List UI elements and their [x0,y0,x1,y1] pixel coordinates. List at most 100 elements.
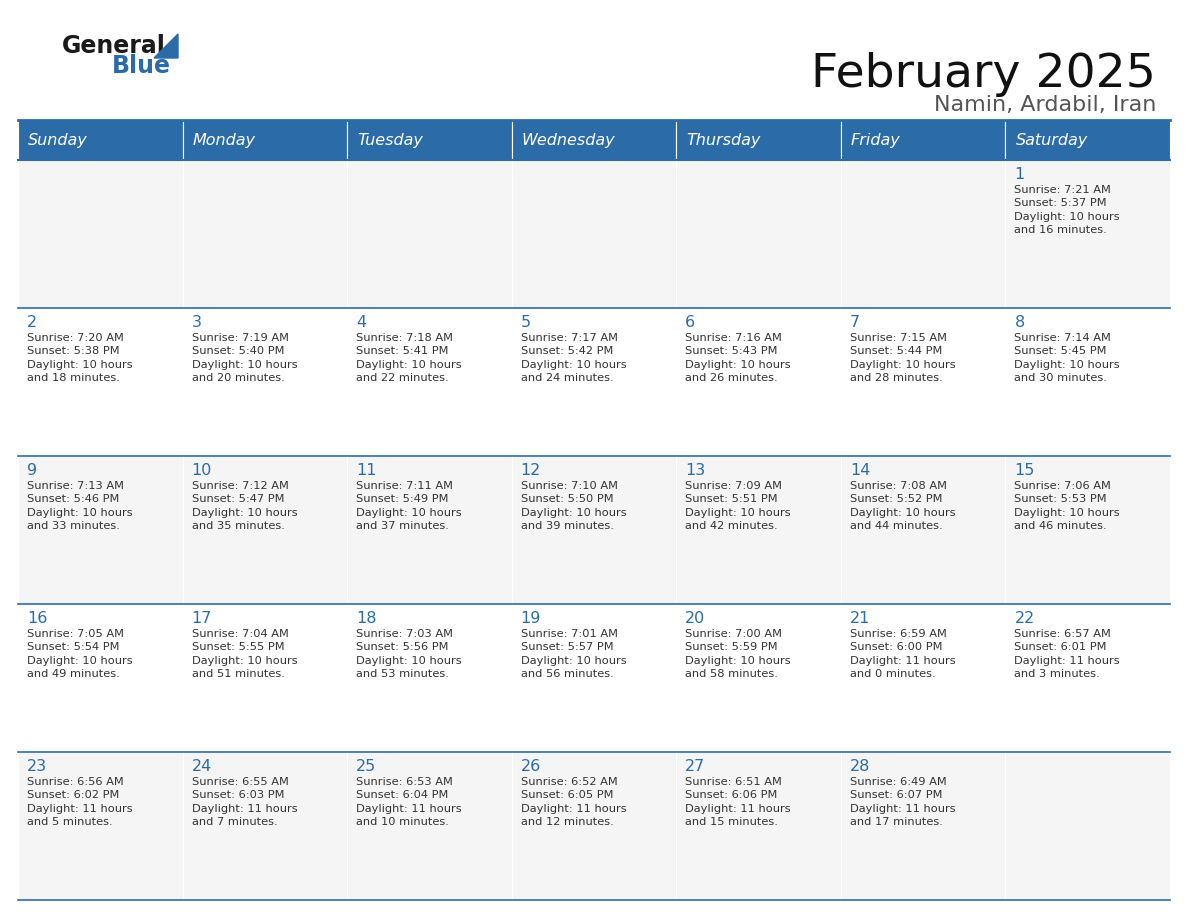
Bar [183,308,347,456]
Text: Wednesday: Wednesday [522,132,615,148]
Bar [676,308,841,456]
Text: 21: 21 [849,611,871,626]
Text: 7: 7 [849,315,860,330]
Text: 19: 19 [520,611,541,626]
Bar [512,160,676,308]
Text: 1: 1 [1015,167,1025,182]
Text: 15: 15 [1015,463,1035,478]
Text: Sunrise: 6:49 AM
Sunset: 6:07 PM
Daylight: 11 hours
and 17 minutes.: Sunrise: 6:49 AM Sunset: 6:07 PM Dayligh… [849,777,955,827]
Bar [1005,604,1170,752]
Text: 4: 4 [356,315,366,330]
Text: Blue: Blue [112,54,171,78]
Text: Tuesday: Tuesday [358,132,423,148]
Text: Sunrise: 6:55 AM
Sunset: 6:03 PM
Daylight: 11 hours
and 7 minutes.: Sunrise: 6:55 AM Sunset: 6:03 PM Dayligh… [191,777,297,827]
Text: 18: 18 [356,611,377,626]
Text: Saturday: Saturday [1016,132,1088,148]
Text: Sunrise: 7:04 AM
Sunset: 5:55 PM
Daylight: 10 hours
and 51 minutes.: Sunrise: 7:04 AM Sunset: 5:55 PM Dayligh… [191,629,297,679]
Bar [512,308,676,456]
Bar [18,752,183,900]
Bar [18,604,183,752]
Text: Monday: Monday [192,132,255,148]
Text: Friday: Friday [851,132,901,148]
Bar [18,456,183,604]
Text: 14: 14 [849,463,871,478]
Text: 25: 25 [356,759,377,774]
Bar [347,456,512,604]
Text: Sunrise: 7:03 AM
Sunset: 5:56 PM
Daylight: 10 hours
and 53 minutes.: Sunrise: 7:03 AM Sunset: 5:56 PM Dayligh… [356,629,462,679]
Text: Sunrise: 6:57 AM
Sunset: 6:01 PM
Daylight: 11 hours
and 3 minutes.: Sunrise: 6:57 AM Sunset: 6:01 PM Dayligh… [1015,629,1120,679]
Text: 2: 2 [27,315,37,330]
Bar [841,752,1005,900]
Text: 24: 24 [191,759,211,774]
Bar [841,120,1005,160]
Text: Sunrise: 6:56 AM
Sunset: 6:02 PM
Daylight: 11 hours
and 5 minutes.: Sunrise: 6:56 AM Sunset: 6:02 PM Dayligh… [27,777,133,827]
Bar [512,120,676,160]
Text: 17: 17 [191,611,211,626]
Bar [841,160,1005,308]
Text: Sunrise: 7:21 AM
Sunset: 5:37 PM
Daylight: 10 hours
and 16 minutes.: Sunrise: 7:21 AM Sunset: 5:37 PM Dayligh… [1015,185,1120,235]
Bar [1005,120,1170,160]
Polygon shape [154,34,178,58]
Text: Sunrise: 6:51 AM
Sunset: 6:06 PM
Daylight: 11 hours
and 15 minutes.: Sunrise: 6:51 AM Sunset: 6:06 PM Dayligh… [685,777,791,827]
Text: February 2025: February 2025 [811,52,1156,97]
Text: Sunrise: 7:11 AM
Sunset: 5:49 PM
Daylight: 10 hours
and 37 minutes.: Sunrise: 7:11 AM Sunset: 5:49 PM Dayligh… [356,481,462,532]
Bar [1005,752,1170,900]
Text: Sunrise: 7:17 AM
Sunset: 5:42 PM
Daylight: 10 hours
and 24 minutes.: Sunrise: 7:17 AM Sunset: 5:42 PM Dayligh… [520,333,626,383]
Text: 20: 20 [685,611,706,626]
Text: Sunrise: 7:20 AM
Sunset: 5:38 PM
Daylight: 10 hours
and 18 minutes.: Sunrise: 7:20 AM Sunset: 5:38 PM Dayligh… [27,333,133,383]
Text: General: General [62,34,166,58]
Text: 12: 12 [520,463,541,478]
Text: Sunrise: 7:08 AM
Sunset: 5:52 PM
Daylight: 10 hours
and 44 minutes.: Sunrise: 7:08 AM Sunset: 5:52 PM Dayligh… [849,481,955,532]
Bar [347,160,512,308]
Bar [841,456,1005,604]
Bar [512,456,676,604]
Text: 10: 10 [191,463,211,478]
Text: Sunrise: 7:14 AM
Sunset: 5:45 PM
Daylight: 10 hours
and 30 minutes.: Sunrise: 7:14 AM Sunset: 5:45 PM Dayligh… [1015,333,1120,383]
Text: Sunrise: 7:16 AM
Sunset: 5:43 PM
Daylight: 10 hours
and 26 minutes.: Sunrise: 7:16 AM Sunset: 5:43 PM Dayligh… [685,333,791,383]
Text: Sunrise: 6:53 AM
Sunset: 6:04 PM
Daylight: 11 hours
and 10 minutes.: Sunrise: 6:53 AM Sunset: 6:04 PM Dayligh… [356,777,462,827]
Bar [676,160,841,308]
Text: Sunrise: 7:18 AM
Sunset: 5:41 PM
Daylight: 10 hours
and 22 minutes.: Sunrise: 7:18 AM Sunset: 5:41 PM Dayligh… [356,333,462,383]
Text: Sunrise: 7:10 AM
Sunset: 5:50 PM
Daylight: 10 hours
and 39 minutes.: Sunrise: 7:10 AM Sunset: 5:50 PM Dayligh… [520,481,626,532]
Text: Sunrise: 7:12 AM
Sunset: 5:47 PM
Daylight: 10 hours
and 35 minutes.: Sunrise: 7:12 AM Sunset: 5:47 PM Dayligh… [191,481,297,532]
Bar [676,120,841,160]
Text: 9: 9 [27,463,37,478]
Text: 11: 11 [356,463,377,478]
Text: Sunrise: 7:05 AM
Sunset: 5:54 PM
Daylight: 10 hours
and 49 minutes.: Sunrise: 7:05 AM Sunset: 5:54 PM Dayligh… [27,629,133,679]
Text: 23: 23 [27,759,48,774]
Bar [18,120,183,160]
Text: Namin, Ardabil, Iran: Namin, Ardabil, Iran [934,95,1156,115]
Bar [18,160,183,308]
Bar [347,604,512,752]
Bar [183,120,347,160]
Text: 3: 3 [191,315,202,330]
Bar [183,160,347,308]
Text: 28: 28 [849,759,871,774]
Text: Sunrise: 7:13 AM
Sunset: 5:46 PM
Daylight: 10 hours
and 33 minutes.: Sunrise: 7:13 AM Sunset: 5:46 PM Dayligh… [27,481,133,532]
Bar [841,308,1005,456]
Text: Sunrise: 7:01 AM
Sunset: 5:57 PM
Daylight: 10 hours
and 56 minutes.: Sunrise: 7:01 AM Sunset: 5:57 PM Dayligh… [520,629,626,679]
Text: Sunday: Sunday [29,132,88,148]
Bar [1005,308,1170,456]
Text: 26: 26 [520,759,541,774]
Text: Sunrise: 6:52 AM
Sunset: 6:05 PM
Daylight: 11 hours
and 12 minutes.: Sunrise: 6:52 AM Sunset: 6:05 PM Dayligh… [520,777,626,827]
Text: 6: 6 [685,315,695,330]
Text: Thursday: Thursday [687,132,760,148]
Text: Sunrise: 7:00 AM
Sunset: 5:59 PM
Daylight: 10 hours
and 58 minutes.: Sunrise: 7:00 AM Sunset: 5:59 PM Dayligh… [685,629,791,679]
Text: 27: 27 [685,759,706,774]
Text: Sunrise: 7:09 AM
Sunset: 5:51 PM
Daylight: 10 hours
and 42 minutes.: Sunrise: 7:09 AM Sunset: 5:51 PM Dayligh… [685,481,791,532]
Bar [512,604,676,752]
Text: Sunrise: 7:19 AM
Sunset: 5:40 PM
Daylight: 10 hours
and 20 minutes.: Sunrise: 7:19 AM Sunset: 5:40 PM Dayligh… [191,333,297,383]
Bar [183,604,347,752]
Bar [18,308,183,456]
Text: Sunrise: 7:06 AM
Sunset: 5:53 PM
Daylight: 10 hours
and 46 minutes.: Sunrise: 7:06 AM Sunset: 5:53 PM Dayligh… [1015,481,1120,532]
Text: 13: 13 [685,463,706,478]
Bar [1005,456,1170,604]
Text: Sunrise: 6:59 AM
Sunset: 6:00 PM
Daylight: 11 hours
and 0 minutes.: Sunrise: 6:59 AM Sunset: 6:00 PM Dayligh… [849,629,955,679]
Bar [676,752,841,900]
Bar [676,604,841,752]
Bar [676,456,841,604]
Bar [347,752,512,900]
Bar [183,456,347,604]
Bar [347,120,512,160]
